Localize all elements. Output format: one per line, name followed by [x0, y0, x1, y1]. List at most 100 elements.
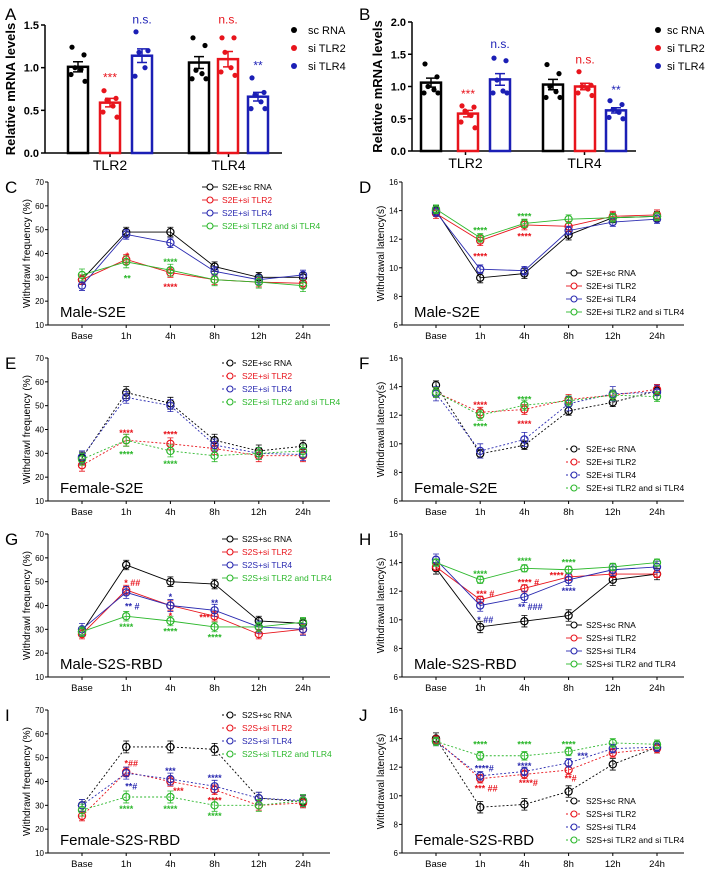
x-tick-label: 24h — [649, 507, 665, 518]
panel-subtitle: Female-S2E — [414, 480, 497, 497]
legend-label: S2S+si TLR2 — [586, 633, 636, 643]
data-point — [254, 449, 263, 458]
data-point — [520, 751, 529, 760]
x-tick-label: 8h — [209, 683, 220, 694]
x-tick-label: Base — [71, 507, 93, 518]
data-point — [472, 125, 478, 131]
y-tick-label: 60 — [35, 378, 44, 387]
significance-label: * — [169, 611, 173, 621]
data-point — [121, 612, 131, 621]
data-point — [202, 42, 208, 49]
data-point — [576, 69, 582, 75]
data-point — [608, 213, 617, 222]
y-tick-label: 6 — [394, 673, 399, 682]
x-tick-label: 24h — [649, 331, 665, 342]
data-point — [544, 61, 550, 68]
y-tick-label: 10 — [35, 673, 44, 682]
panel-letter: E — [5, 354, 16, 373]
legend-marker — [291, 27, 297, 33]
x-tick-label: 1h — [121, 507, 132, 518]
error-bar — [477, 443, 484, 459]
y-tick-label: 40 — [35, 426, 44, 435]
bar — [187, 61, 211, 155]
y-axis-label: Withdrawl frequency (%) — [22, 199, 33, 308]
data-point — [166, 774, 175, 784]
chart-H: H 6 8 10 12 14 16 Withdrawal latency(s) Base 1h 4h… — [359, 530, 684, 694]
data-point — [166, 577, 175, 586]
panel-C: C 10 20 30 40 50 60 70 Withdrawl frequency (%) Ba… — [0, 175, 354, 351]
series-line — [81, 564, 304, 632]
significance-label: *** ## — [475, 784, 498, 794]
series-line — [435, 391, 658, 416]
data-point — [232, 72, 238, 78]
data-point — [133, 29, 139, 35]
error-bar — [654, 211, 660, 222]
legend-label: S2S+sc RNA — [242, 710, 292, 720]
panel-A: A 0.0 0.5 1.0 1.5 Relative mRNA levels TLR2 TLR… — [0, 0, 354, 175]
series-line — [81, 258, 304, 284]
y-tick-label: 0.0 — [24, 148, 39, 160]
legend-label: S2S+sc RNA — [586, 620, 636, 630]
x-tick-label: 1h — [475, 859, 486, 870]
significance-label: **** — [473, 422, 488, 432]
data-point — [101, 88, 107, 94]
data-point — [231, 35, 237, 41]
significance-label: **** — [562, 739, 577, 749]
x-tick-label: 4h — [165, 331, 176, 342]
significance-label: **** — [163, 627, 178, 637]
y-tick-label: 1.5 — [391, 49, 406, 61]
y-tick-label: 20 — [35, 473, 44, 482]
panel-letter: J — [359, 706, 368, 725]
y-tick-label: 50 — [35, 226, 44, 235]
y-tick-label: 70 — [35, 178, 44, 187]
significance-label: *** — [165, 766, 176, 776]
error-bar — [654, 739, 660, 750]
data-point — [564, 226, 573, 235]
data-point — [121, 393, 131, 402]
significance-label: **** — [163, 430, 178, 440]
series-line — [81, 392, 304, 459]
significance-label: *## — [124, 759, 138, 769]
y-tick-label: 16 — [389, 178, 398, 187]
y-tick-label: 6 — [394, 321, 399, 330]
x-tick-label: Base — [71, 331, 93, 342]
significance-label: ****# — [519, 778, 538, 788]
significance-label: **** — [473, 400, 488, 410]
data-point — [114, 114, 120, 120]
data-point — [589, 92, 595, 99]
significance-label: *** — [577, 751, 588, 761]
series-line — [81, 233, 304, 286]
panel-subtitle: Male-S2S-RBD — [414, 656, 517, 673]
significance-label: **** — [163, 257, 178, 267]
panel-subtitle: Female-S2S-RBD — [60, 832, 180, 849]
y-tick-label: 8 — [394, 468, 399, 477]
y-tick-label: 40 — [35, 250, 44, 259]
data-point — [142, 65, 148, 71]
significance-label: ****# — [475, 764, 494, 774]
legend-marker — [226, 385, 234, 393]
legend-label: S2E+si TLR4 — [586, 470, 636, 480]
x-tick-label: TLR2 — [448, 155, 482, 171]
data-point — [475, 751, 485, 760]
data-point — [564, 758, 573, 768]
significance-label: n.s. — [218, 12, 237, 26]
data-point — [121, 230, 131, 239]
legend-label: S2E+si TLR2 and si TLR4 — [586, 483, 684, 493]
y-tick-label: 12 — [389, 411, 398, 420]
y-tick-label: 16 — [389, 530, 398, 539]
panel-letter: B — [359, 5, 370, 24]
data-point — [564, 747, 573, 756]
x-tick-label: Base — [425, 683, 447, 694]
legend-label: si TLR2 — [667, 43, 705, 55]
y-tick-label: 16 — [389, 354, 398, 363]
series-line — [81, 746, 304, 806]
significance-label: ** — [124, 274, 132, 284]
data-point — [652, 740, 662, 749]
legend-label: S2E+si TLR4 — [222, 208, 272, 218]
data-point — [579, 83, 585, 90]
series-line — [435, 741, 658, 777]
x-tick-label: 12h — [605, 859, 621, 870]
error-bar — [609, 738, 616, 748]
y-axis-label: Relative mRNA levels — [3, 23, 18, 155]
x-tick-label: 12h — [251, 507, 267, 518]
